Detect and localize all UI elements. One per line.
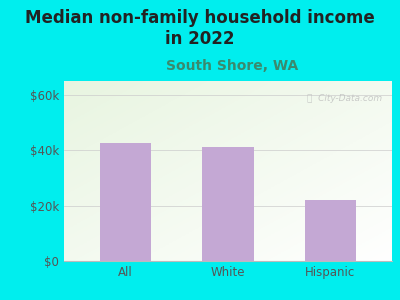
Text: Median non-family household income
in 2022: Median non-family household income in 20… xyxy=(25,9,375,48)
Bar xyxy=(202,148,254,261)
Bar xyxy=(100,143,151,261)
Text: ⓘ  City-Data.com: ⓘ City-Data.com xyxy=(307,94,382,103)
Text: South Shore, WA: South Shore, WA xyxy=(166,59,298,74)
Bar xyxy=(305,200,356,261)
